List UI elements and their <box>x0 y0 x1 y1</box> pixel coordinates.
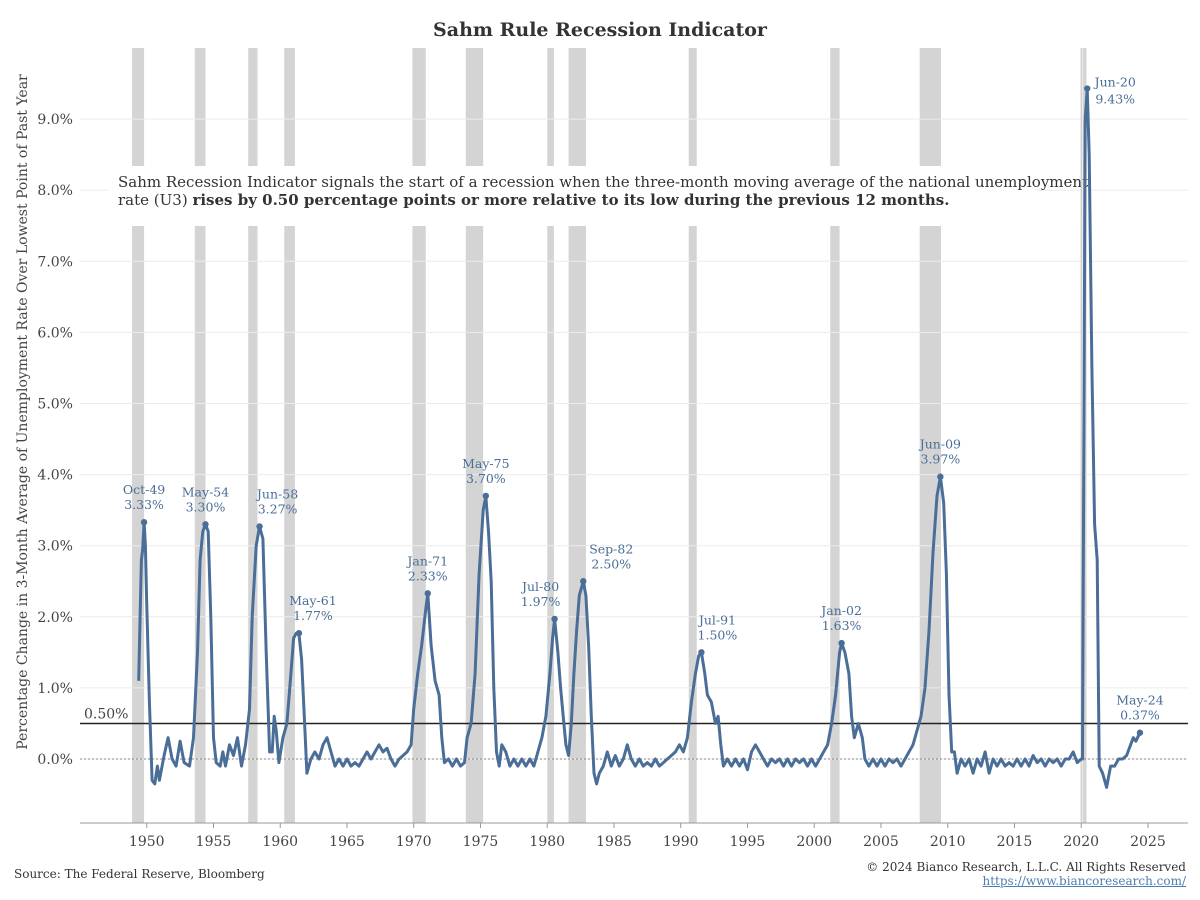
peak-value-label: 2.50% <box>591 556 631 571</box>
x-tick-label: 1990 <box>663 834 699 850</box>
y-tick-label: 1.0% <box>37 681 73 697</box>
peak-marker <box>295 629 303 637</box>
peak-date-label: May-61 <box>289 593 336 608</box>
y-tick-label: 9.0% <box>37 112 73 128</box>
peak-date-label: May-54 <box>182 484 229 499</box>
gridlines <box>80 118 1188 760</box>
copyright-block: © 2024 Bianco Research, L.L.C. All Right… <box>866 860 1186 888</box>
peak-value-label: 9.43% <box>1095 92 1135 107</box>
reference-lines: 0.50% <box>80 48 1188 823</box>
peak-date-label: Jun-09 <box>918 437 961 452</box>
threshold-label: 0.50% <box>84 706 128 722</box>
peak-date-label: May-75 <box>462 456 509 471</box>
peak-value-label: 3.30% <box>186 499 226 514</box>
x-tick-label: 1980 <box>529 834 565 850</box>
recession-band <box>547 48 554 823</box>
recession-band <box>465 48 484 823</box>
peak-marker <box>698 649 705 656</box>
peak-value-label: 3.97% <box>921 452 961 467</box>
peak-marker <box>424 590 431 597</box>
note-background <box>108 166 1036 226</box>
chart-title: Sahm Rule Recession Indicator <box>433 19 768 41</box>
peak-value-label: 1.97% <box>521 594 561 609</box>
peak-date-label: May-24 <box>1116 693 1163 708</box>
peak-value-label: 3.70% <box>466 471 506 486</box>
x-tick-label: 2015 <box>997 834 1033 850</box>
x-tick-label: 1950 <box>129 834 165 850</box>
y-tick-label: 7.0% <box>37 254 73 270</box>
recession-band <box>194 48 206 823</box>
peak-marker <box>256 523 263 530</box>
peak-date-label: Oct-49 <box>123 482 165 497</box>
peak-date-label: Jan-71 <box>405 553 448 568</box>
peak-value-label: 3.33% <box>124 497 164 512</box>
recession-band <box>688 48 697 823</box>
recession-band <box>830 48 840 823</box>
recession-band <box>248 48 258 823</box>
x-tick-label: 2000 <box>796 834 832 850</box>
series <box>137 87 1142 789</box>
peak-date-label: Jan-02 <box>819 603 862 618</box>
x-tick-label: 2010 <box>930 834 966 850</box>
peak-value-label: 1.77% <box>293 608 333 623</box>
recession-band <box>919 48 942 823</box>
y-axis-label: Percentage Change in 3-Month Average of … <box>15 74 31 750</box>
note-line-2-bold: rises by 0.50 percentage points or more … <box>192 191 949 209</box>
x-tick-label: 1995 <box>730 834 766 850</box>
recession-band <box>132 48 145 823</box>
y-tick-label: 6.0% <box>37 325 73 341</box>
peak-marker <box>580 578 587 585</box>
y-tick-label: 5.0% <box>37 397 73 413</box>
series-line <box>137 87 1142 789</box>
peak-value-label: 3.27% <box>258 502 298 517</box>
note-line-1: Sahm Recession Indicator signals the sta… <box>118 173 1088 191</box>
peak-value-label: 2.33% <box>408 568 448 583</box>
peak-marker <box>551 615 558 623</box>
x-tick-label: 1965 <box>329 834 365 850</box>
peak-marker <box>482 492 490 500</box>
peak-marker <box>202 521 209 528</box>
note-line-2: rate (U3) rises by 0.50 percentage point… <box>118 191 949 209</box>
x-tick-label: 1985 <box>596 834 632 850</box>
x-tick-label: 1970 <box>396 834 432 850</box>
x-tick-label: 2020 <box>1063 834 1099 850</box>
recession-bands <box>132 48 1087 823</box>
peak-marker <box>1084 85 1091 92</box>
x-tick-label: 2025 <box>1130 834 1166 850</box>
peak-marker <box>937 473 944 480</box>
y-tick-label: 4.0% <box>37 468 73 484</box>
copyright-text: © 2024 Bianco Research, L.L.C. All Right… <box>866 860 1186 874</box>
peak-date-label: Jun-20 <box>1093 75 1136 90</box>
y-tick-label: 3.0% <box>37 539 73 555</box>
y-tick-label: 2.0% <box>37 610 73 626</box>
peak-date-label: Sep-82 <box>589 541 633 556</box>
x-tick-label: 1975 <box>463 834 499 850</box>
website-link[interactable]: https://www.biancoresearch.com/ <box>982 874 1186 888</box>
note-line-2-normal: rate (U3) <box>118 191 192 209</box>
peak-date-label: Jul-80 <box>520 579 559 594</box>
peak-value-label: 1.63% <box>822 618 862 633</box>
peak-marker <box>140 519 148 526</box>
peak-value-label: 0.37% <box>1120 708 1160 723</box>
x-tick-label: 2005 <box>863 834 899 850</box>
recession-band <box>568 48 586 823</box>
y-tick-label: 8.0% <box>37 183 73 199</box>
peak-value-label: 1.50% <box>698 627 738 642</box>
recession-band <box>284 48 295 823</box>
peak-marker <box>1136 729 1144 736</box>
x-tick-label: 1960 <box>262 834 298 850</box>
peak-marker <box>838 639 845 647</box>
axes: 0.0% 1.0% 2.0% 3.0% 4.0% 5.0% 6.0% 7.0% 8.0% 9.0%… <box>37 112 1188 850</box>
x-tick-label: 1955 <box>196 834 232 850</box>
peak-date-label: Jun-58 <box>255 487 298 502</box>
annotations: Oct-493.33%May-543.30%Jun-583.27%May-611… <box>123 75 1164 736</box>
peak-date-label: Jul-91 <box>697 612 736 627</box>
source-note: Source: The Federal Reserve, Bloomberg <box>14 867 265 881</box>
y-tick-label: 0.0% <box>37 752 73 768</box>
